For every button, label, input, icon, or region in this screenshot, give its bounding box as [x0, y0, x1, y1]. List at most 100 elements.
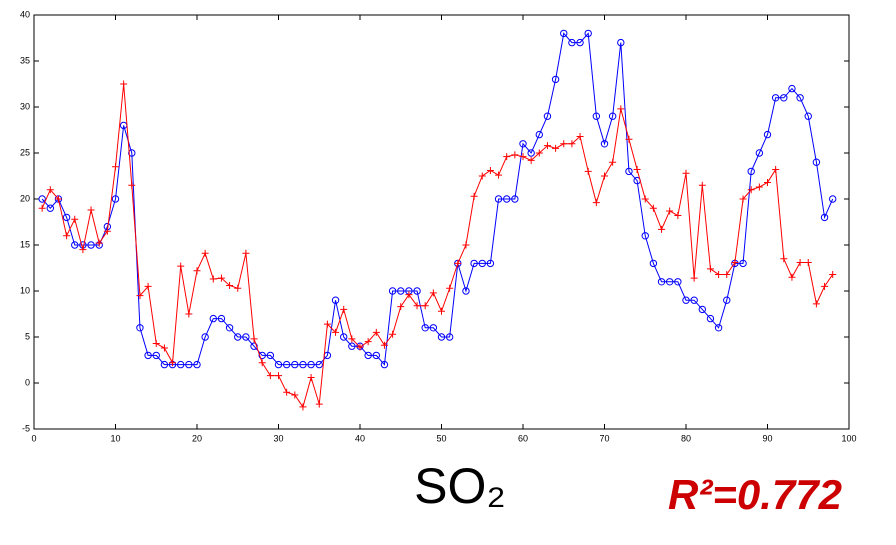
marker [560, 29, 568, 38]
marker [527, 156, 535, 164]
marker [177, 360, 185, 369]
marker [592, 199, 600, 207]
marker [120, 80, 128, 88]
marker [747, 186, 755, 194]
y-tick-label: 30 [20, 101, 30, 111]
marker [543, 142, 551, 150]
marker [372, 351, 380, 360]
marker [438, 307, 445, 315]
marker [177, 262, 185, 270]
marker [201, 249, 209, 257]
marker [625, 135, 633, 143]
marker [266, 351, 275, 360]
y-tick-label: 20 [20, 193, 30, 203]
marker [641, 195, 649, 203]
marker [79, 246, 87, 254]
marker [494, 195, 503, 203]
marker [657, 278, 666, 286]
series-line [41, 32, 834, 366]
marker [46, 204, 54, 212]
marker [674, 278, 682, 286]
y-tick-label: 15 [20, 239, 30, 249]
marker [706, 265, 714, 273]
marker [625, 167, 633, 176]
marker [682, 296, 690, 304]
marker [380, 360, 389, 369]
marker [95, 239, 103, 247]
marker [242, 333, 250, 341]
marker [552, 144, 560, 152]
marker [608, 112, 617, 120]
marker [600, 140, 609, 148]
marker [226, 281, 234, 289]
marker [193, 360, 201, 369]
marker [87, 206, 95, 214]
marker [535, 149, 543, 157]
marker [307, 373, 315, 381]
marker [364, 351, 372, 360]
marker [160, 360, 169, 369]
marker [462, 287, 470, 295]
marker [307, 360, 315, 369]
marker [788, 84, 796, 93]
y-tick-label: 0 [25, 377, 30, 387]
marker [723, 270, 731, 278]
marker [796, 94, 804, 102]
marker [258, 359, 266, 367]
marker [519, 153, 527, 161]
marker [584, 29, 592, 38]
marker [503, 195, 511, 203]
marker [136, 292, 144, 300]
marker [446, 284, 454, 292]
marker [63, 232, 71, 240]
marker [576, 38, 584, 47]
marker [112, 163, 119, 171]
marker [46, 186, 54, 194]
marker [340, 333, 348, 341]
marker [380, 341, 388, 349]
marker [372, 328, 380, 336]
y-tick-label: 10 [20, 285, 30, 295]
marker [486, 166, 494, 174]
marker [821, 282, 829, 290]
marker [421, 324, 429, 332]
marker [454, 259, 462, 267]
x-tick-label: 90 [762, 433, 772, 443]
marker [706, 314, 715, 323]
marker [169, 359, 177, 367]
marker [266, 372, 274, 380]
marker [340, 305, 348, 313]
marker [592, 112, 601, 120]
marker [429, 324, 438, 332]
marker [772, 166, 780, 174]
x-tick-label: 100 [841, 433, 856, 443]
marker [291, 360, 299, 369]
marker [641, 232, 649, 240]
marker [323, 320, 331, 328]
marker [103, 227, 111, 235]
y-tick-label: 40 [20, 9, 30, 19]
marker [389, 330, 397, 338]
marker [796, 258, 804, 266]
marker [299, 360, 307, 369]
marker [71, 215, 79, 223]
marker [739, 259, 747, 268]
marker [666, 278, 674, 286]
marker [617, 38, 625, 47]
x-tick-label: 70 [599, 433, 609, 443]
marker [405, 291, 413, 299]
annotation: SO₂ [414, 458, 506, 514]
marker [250, 335, 258, 343]
marker [551, 75, 560, 84]
marker [478, 172, 486, 180]
marker [152, 351, 160, 360]
marker [299, 403, 307, 411]
marker [128, 181, 136, 189]
marker [576, 132, 584, 140]
marker [144, 351, 152, 360]
marker [690, 274, 698, 282]
marker [54, 195, 62, 203]
marker [674, 212, 682, 220]
x-tick-label: 40 [355, 433, 365, 443]
